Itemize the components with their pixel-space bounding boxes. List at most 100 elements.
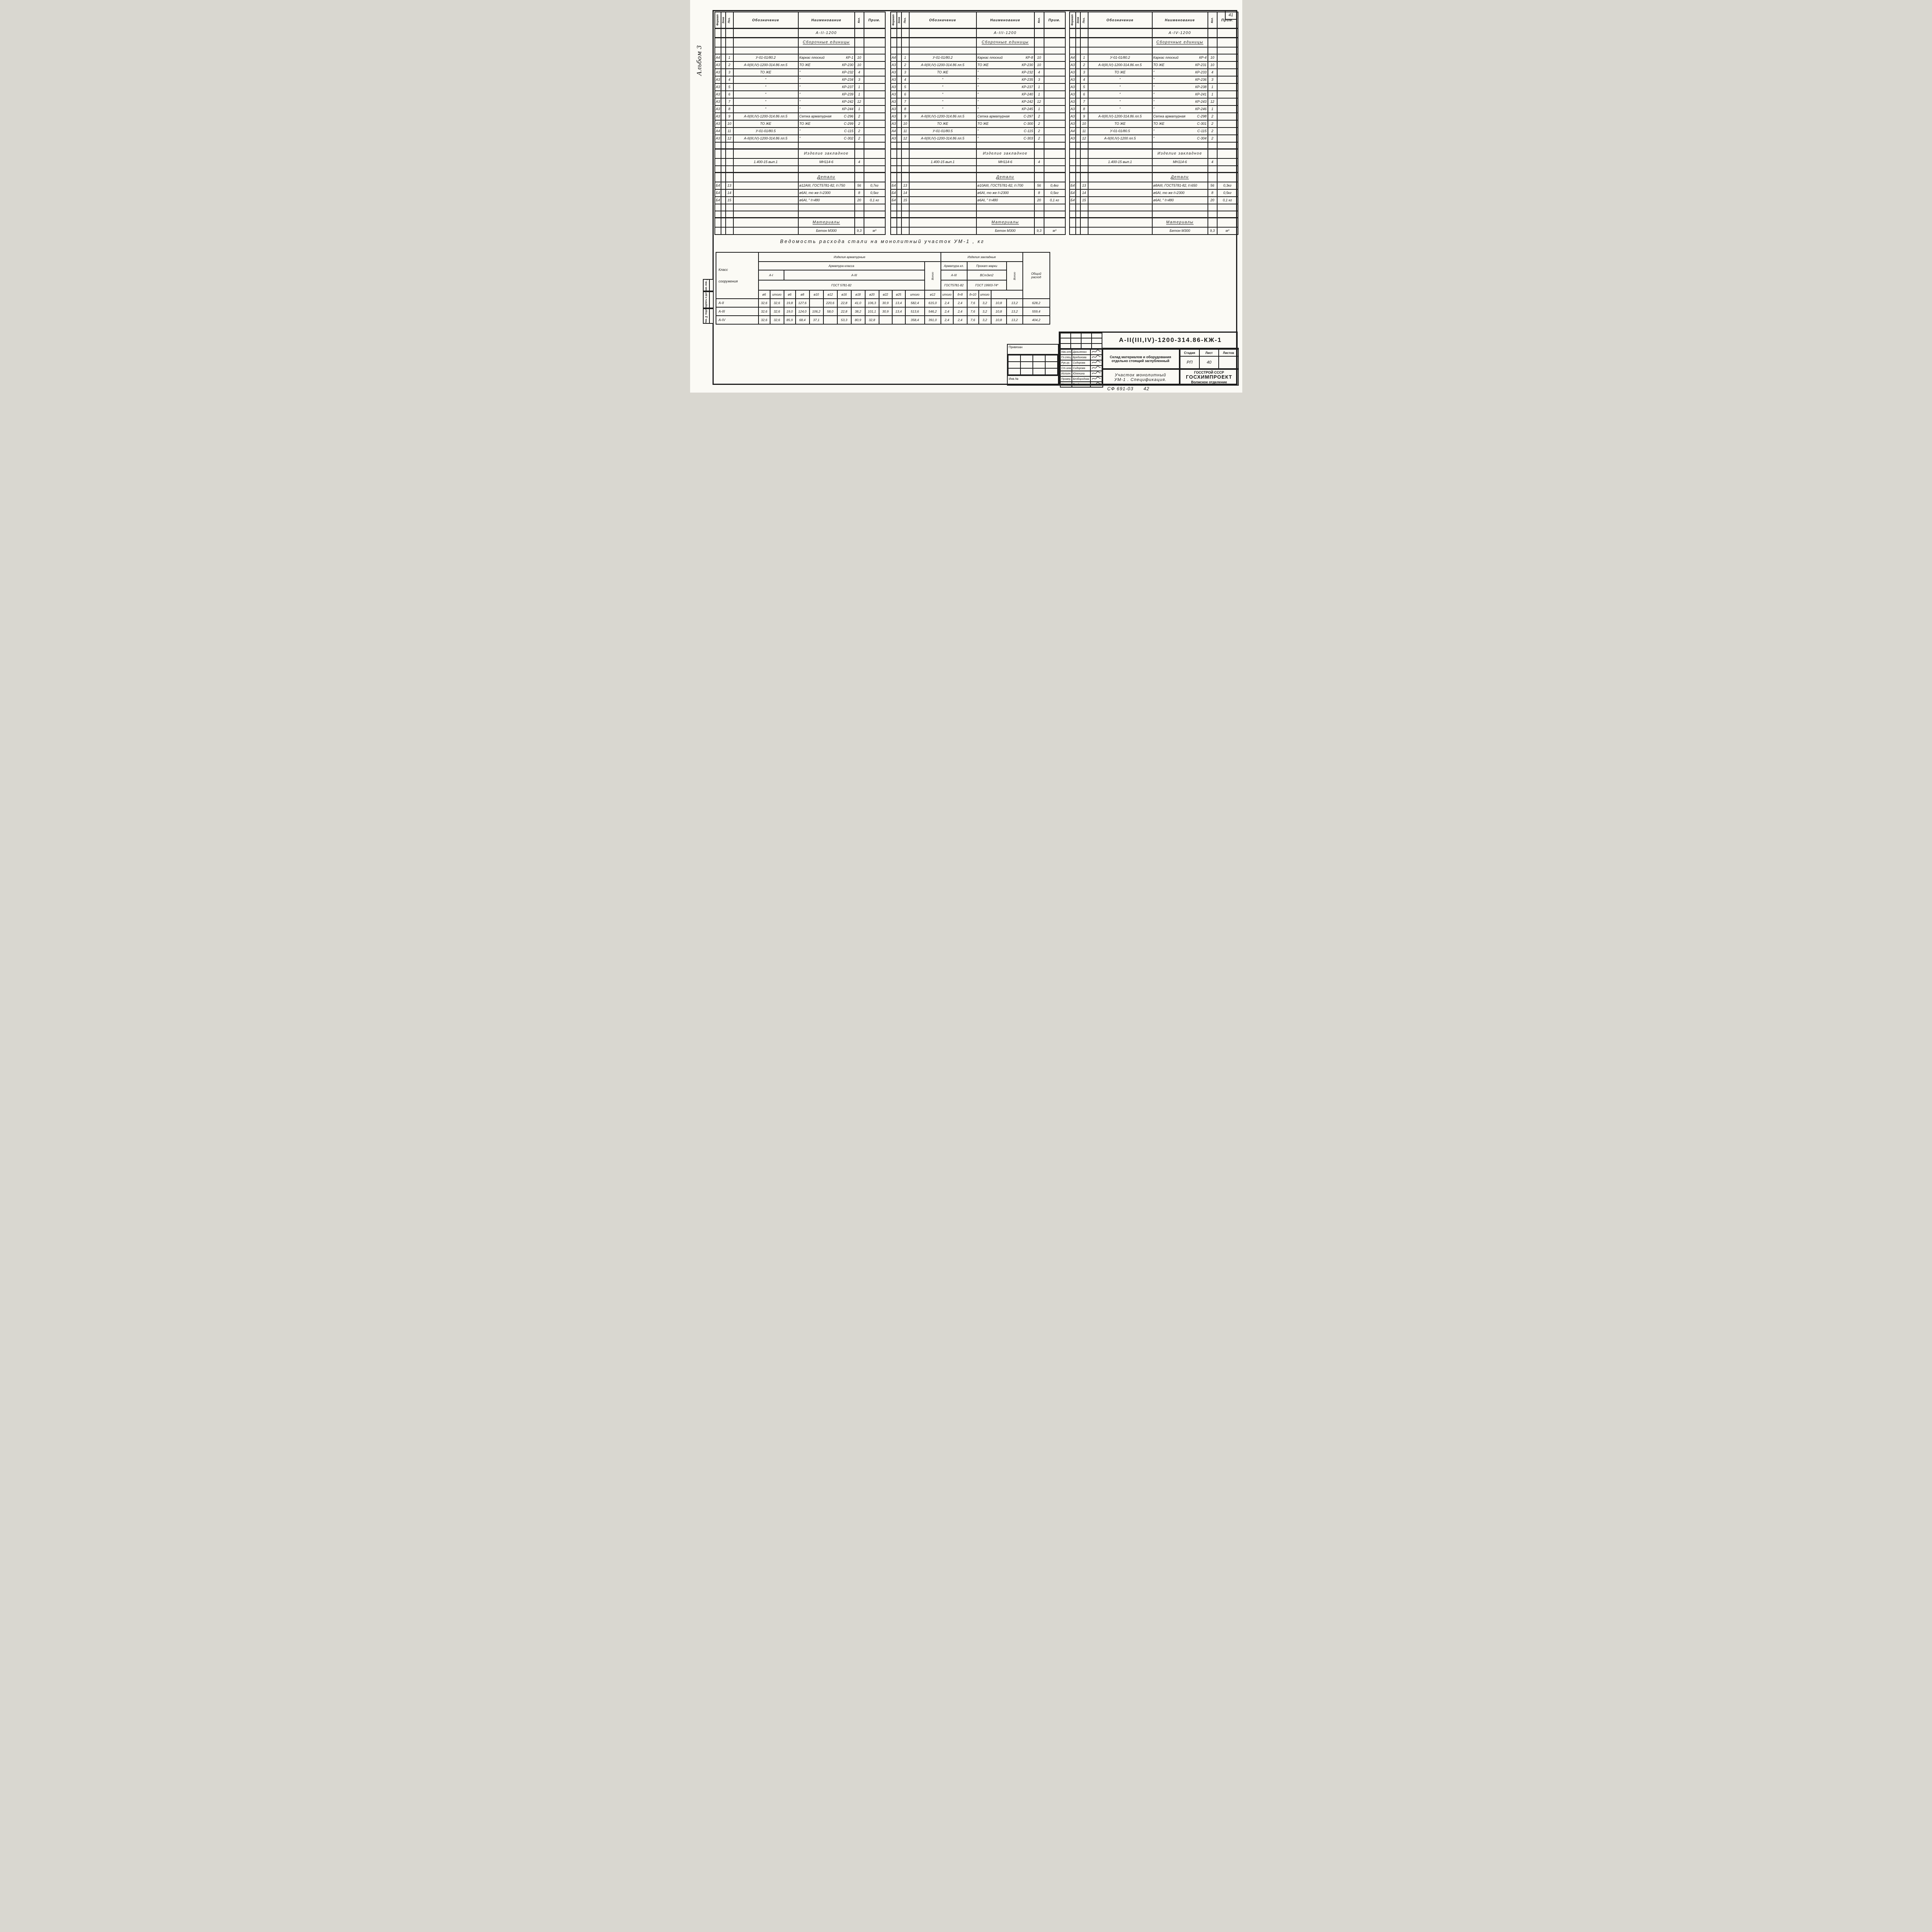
cell-pos <box>725 217 734 228</box>
cell-qty: 10 <box>1034 53 1044 62</box>
spec-table-a2: Формат Зона Поз. Обозначение Наименовани… <box>714 12 886 235</box>
cell-zone <box>720 148 726 159</box>
cell-format <box>1069 226 1076 235</box>
table-row <box>1069 203 1238 211</box>
cell-qty: 56 <box>1034 181 1044 190</box>
signature-icon <box>1090 381 1103 388</box>
cell-name: Изделие закладное <box>1151 148 1208 159</box>
cell-zone <box>720 141 726 150</box>
cell-designation: ″ <box>908 97 977 106</box>
cell-note <box>1043 97 1066 106</box>
dia-col: ø6 <box>758 290 770 299</box>
cell-name: ″ С-115 <box>798 127 855 135</box>
cell-qty: 2 <box>1207 112 1218 121</box>
cell-designation <box>908 46 977 54</box>
cell-pos: 9 <box>725 112 734 121</box>
cell-pos: 1 <box>1080 53 1088 62</box>
cell-pos <box>1080 217 1088 228</box>
col-note: Прим. <box>1216 12 1238 29</box>
cell-designation <box>908 210 977 218</box>
dia-col: ø25 <box>891 290 906 299</box>
cell-zone <box>720 37 726 48</box>
cell-pos <box>1080 165 1088 173</box>
cell-pos <box>725 37 734 48</box>
cell-note <box>1043 53 1066 62</box>
cell-pos: 13 <box>901 181 910 190</box>
cell-zone <box>720 83 726 91</box>
table-row: А3 2 А-II(III,IV)-1200-314.86 лл.5 ТО ЖЕ… <box>1069 61 1238 69</box>
cell-designation <box>1087 28 1153 38</box>
revision-grid <box>1060 332 1102 349</box>
cell-designation <box>733 226 799 235</box>
cell-qty <box>854 28 864 38</box>
cell-pos: 13 <box>1080 181 1088 190</box>
cell-name: ø10АIII, ГОСТ5781-82, ℓ=700 <box>976 181 1035 190</box>
dia-col: ø20 <box>864 290 879 299</box>
cell-zone <box>896 28 902 38</box>
cell-name <box>1151 46 1208 54</box>
cell-name: ″ КР-232 <box>976 68 1035 77</box>
table-row: А4 1 У-01-01/80.2 Каркас плоский КР-4 10 <box>1069 53 1238 62</box>
signature-icon <box>1090 349 1103 355</box>
cell-name: ø6АI, то же ℓ=2300 <box>798 189 855 197</box>
cell-note <box>863 210 886 218</box>
cell-format: А3 <box>1069 134 1076 143</box>
cell-qty: 10 <box>1207 53 1218 62</box>
cell-designation: ТО ЖЕ <box>1087 68 1153 77</box>
table-row <box>1069 165 1238 173</box>
sheet-label: Лист <box>1199 349 1219 357</box>
col-name: Наименование <box>1151 12 1208 29</box>
dia-col: ø18 <box>850 290 866 299</box>
cell-note <box>1043 61 1066 69</box>
cell-zone <box>1075 217 1081 228</box>
stage-label: Стадия <box>1179 349 1200 357</box>
cell-class: А-IV <box>715 315 759 325</box>
signature-row: Исполн. Юпенина <box>1060 371 1103 377</box>
cell-qty: 2 <box>854 134 864 143</box>
cell-name <box>1151 165 1208 173</box>
cell-designation <box>1087 181 1153 190</box>
thickness-col: δ=10 <box>966 290 979 299</box>
cell-zone <box>1075 97 1081 106</box>
cell-zone <box>1075 75 1081 84</box>
cell-pos <box>901 210 910 218</box>
cell-format <box>1069 203 1076 211</box>
cell-note: 0,7кг <box>863 181 886 190</box>
cell-note <box>1043 46 1066 54</box>
cell-zone <box>1075 134 1081 143</box>
org-branch: Волжское отделение <box>1191 380 1227 384</box>
cell-name: Материалы <box>1151 217 1208 228</box>
attachment-box: Привязан Инв.№ <box>1007 344 1059 386</box>
cell-qty <box>1207 210 1218 218</box>
col-name: Наименование <box>798 12 855 29</box>
embedded-arm-header: Арматура кл. <box>940 261 968 270</box>
cell-pos: 8 <box>1080 105 1088 113</box>
cell-name: ø6АI, ″ ℓ=480 <box>1151 196 1208 204</box>
cell-pos: 2 <box>725 61 734 69</box>
cell-name: ″ С-115 <box>1151 127 1208 135</box>
cell-qty <box>854 37 864 48</box>
cell-qty: 4 <box>854 68 864 77</box>
table-row <box>890 141 1066 150</box>
cell-zone <box>896 226 902 235</box>
cell-name: ″ КР-244 <box>798 105 855 113</box>
col-format: Формат <box>714 12 721 29</box>
cell-designation <box>733 210 799 218</box>
cell-format: А3 <box>714 90 721 99</box>
steel-header-groups: Класс сооружения Изделия арматурные Издел… <box>715 252 1050 299</box>
cell-format <box>890 226 897 235</box>
table-row <box>714 210 886 218</box>
cell-qty: 2 <box>854 119 864 128</box>
organization-box: ГОССТРОЙ СССР ГОСХИМПРОЕКТ Волжское отде… <box>1179 369 1239 386</box>
cell-name: ″ КР-234 <box>798 75 855 84</box>
col-qty: Кол. <box>1034 12 1044 29</box>
cell-pos: 6 <box>725 90 734 99</box>
cell-zone <box>720 203 726 211</box>
cell-qty: 1 <box>1034 83 1044 91</box>
cell-designation <box>1087 203 1153 211</box>
cell-note <box>1216 75 1238 84</box>
cell-qty: 10 <box>1034 61 1044 69</box>
table-row: А3 7 ″ ″ КР-242 12 <box>890 97 1066 106</box>
cell-name: ТО ЖЕ С-301 <box>1151 119 1208 128</box>
table-row: А3 8 ″ ″ КР-246 1 <box>1069 105 1238 113</box>
